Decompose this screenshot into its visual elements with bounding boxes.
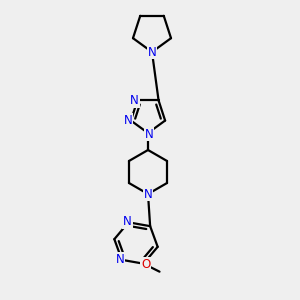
Text: N: N: [130, 94, 139, 107]
Text: O: O: [141, 258, 150, 271]
Text: N: N: [116, 254, 124, 266]
Text: N: N: [148, 46, 156, 59]
Text: N: N: [124, 114, 132, 127]
Text: N: N: [144, 188, 152, 200]
Text: N: N: [145, 128, 153, 140]
Text: N: N: [123, 215, 132, 228]
